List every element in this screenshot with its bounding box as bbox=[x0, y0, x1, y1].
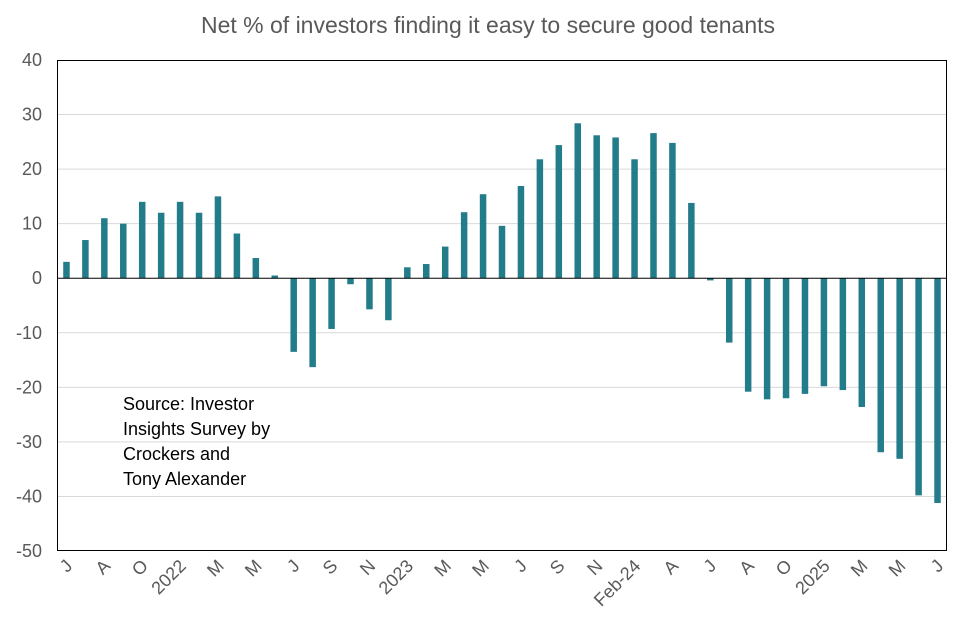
x-tick-label: J bbox=[927, 556, 948, 577]
bar bbox=[441, 246, 449, 279]
x-tick-label: J bbox=[283, 556, 304, 577]
bar bbox=[725, 278, 733, 343]
bar bbox=[252, 258, 260, 279]
bar bbox=[82, 240, 89, 279]
y-tick-label: 0 bbox=[32, 268, 42, 288]
x-tick-label: J bbox=[510, 556, 531, 577]
bar bbox=[934, 278, 941, 503]
bar bbox=[555, 145, 563, 279]
bar bbox=[858, 278, 866, 407]
x-tick-label: S bbox=[319, 556, 342, 579]
x-tick-label: 2022 bbox=[147, 556, 189, 598]
bar bbox=[593, 135, 600, 279]
bar bbox=[896, 278, 903, 459]
bar bbox=[214, 196, 222, 279]
bar bbox=[404, 267, 411, 279]
bar bbox=[517, 186, 525, 279]
bar bbox=[233, 233, 241, 279]
bar bbox=[574, 123, 581, 279]
bar bbox=[536, 159, 544, 279]
source-annotation: Source: Investor Insights Survey by Croc… bbox=[123, 392, 323, 492]
x-tick-label: M bbox=[885, 556, 910, 581]
bar bbox=[650, 133, 657, 279]
bars bbox=[63, 123, 941, 503]
bar bbox=[498, 225, 506, 279]
y-tick-label: 30 bbox=[22, 105, 42, 125]
bar bbox=[915, 278, 922, 496]
x-tick-label: M bbox=[468, 556, 493, 581]
bar bbox=[347, 278, 354, 285]
source-line-4: Tony Alexander bbox=[123, 469, 247, 489]
gridlines bbox=[57, 114, 947, 497]
bar bbox=[328, 278, 335, 329]
bar bbox=[801, 278, 809, 394]
x-tick-label: A bbox=[735, 556, 758, 579]
bar bbox=[423, 264, 430, 279]
bar bbox=[460, 212, 468, 279]
bar bbox=[877, 278, 884, 453]
y-tick-label: -10 bbox=[16, 323, 42, 343]
bar bbox=[101, 218, 108, 279]
chart-title: Net % of investors finding it easy to se… bbox=[201, 12, 775, 38]
bar bbox=[176, 201, 184, 279]
bar bbox=[385, 278, 392, 321]
bar bbox=[63, 261, 70, 279]
bar bbox=[839, 278, 847, 391]
y-tick-label: -20 bbox=[16, 377, 42, 397]
bar bbox=[612, 137, 619, 279]
x-tick-label: 2023 bbox=[375, 556, 417, 598]
y-tick-label: -40 bbox=[16, 486, 42, 506]
x-tick-label: 2025 bbox=[791, 556, 833, 598]
y-tick-label: -50 bbox=[16, 541, 42, 561]
x-tick-label: M bbox=[241, 556, 266, 581]
bar bbox=[271, 275, 279, 279]
bar bbox=[138, 201, 146, 279]
x-tick-label: N bbox=[583, 556, 606, 579]
bar bbox=[631, 159, 638, 279]
y-tick-label: 20 bbox=[22, 159, 42, 179]
x-tick-label: J bbox=[700, 556, 721, 577]
bar bbox=[744, 278, 752, 392]
y-tick-label: 40 bbox=[22, 50, 42, 70]
x-tick-label: M bbox=[430, 556, 455, 581]
plot-area-border bbox=[57, 60, 947, 551]
x-tick-label: M bbox=[203, 556, 228, 581]
bar bbox=[820, 278, 828, 387]
y-tick-label: 10 bbox=[22, 214, 42, 234]
source-line-2: Insights Survey by bbox=[123, 419, 271, 439]
x-tick-label: A bbox=[92, 556, 115, 579]
x-tick-label: O bbox=[128, 556, 152, 580]
y-axis-tick-labels: -50 -40 -30 -20 -10 0 10 20 30 40 bbox=[16, 50, 42, 561]
bar bbox=[157, 212, 165, 279]
x-tick-label: S bbox=[546, 556, 569, 579]
y-tick-label: -30 bbox=[16, 432, 42, 452]
bar bbox=[669, 142, 676, 279]
bar bbox=[195, 212, 203, 279]
bar bbox=[688, 202, 695, 279]
bar bbox=[479, 194, 487, 279]
bar bbox=[120, 223, 127, 279]
bar bbox=[763, 278, 771, 400]
source-line-1: Source: Investor bbox=[123, 394, 255, 414]
x-tick-label: M bbox=[847, 556, 872, 581]
bar bbox=[290, 278, 297, 352]
bar bbox=[707, 278, 714, 281]
source-line-3: Crockers and bbox=[123, 444, 231, 464]
x-tick-label: A bbox=[660, 556, 683, 579]
bar bbox=[782, 278, 790, 399]
x-tick-label: O bbox=[772, 556, 796, 580]
x-tick-label: N bbox=[356, 556, 379, 579]
bar bbox=[366, 278, 373, 310]
x-tick-label: J bbox=[56, 556, 77, 577]
bar bbox=[309, 278, 316, 368]
